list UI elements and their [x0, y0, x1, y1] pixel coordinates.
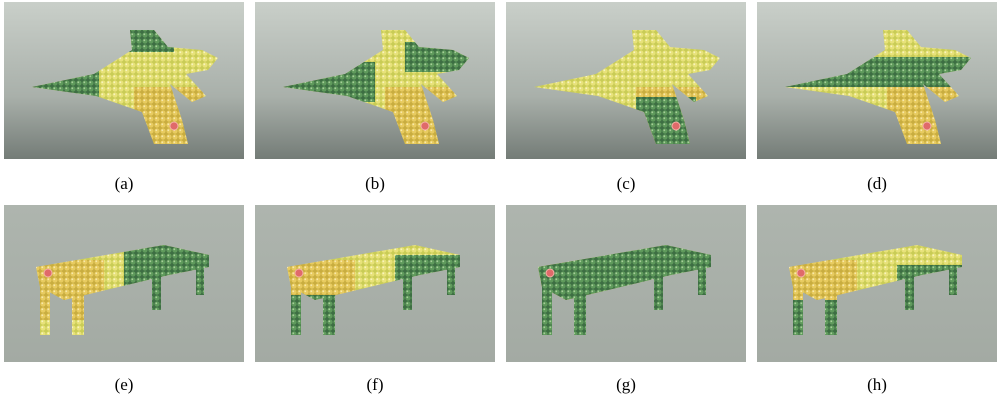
query-point: [546, 269, 554, 277]
panel-label: (c): [617, 174, 636, 193]
panel-label: (f): [367, 375, 384, 394]
panel-label: (h): [867, 375, 887, 394]
panel: [757, 2, 997, 159]
panel-label: (b): [365, 174, 385, 193]
query-point: [672, 122, 680, 130]
panel: [4, 205, 244, 362]
panel-label: (d): [867, 174, 887, 193]
query-point: [170, 122, 178, 130]
query-point: [44, 269, 52, 277]
panel: [506, 205, 746, 362]
panel: [4, 2, 244, 159]
panel: [255, 2, 495, 159]
panel: [757, 205, 997, 362]
query-point: [421, 122, 429, 130]
panel-label: (g): [616, 375, 636, 394]
panel-label: (a): [115, 174, 134, 193]
query-point: [797, 269, 805, 277]
panel: [506, 2, 746, 159]
query-point: [923, 122, 931, 130]
figure: (a) (b) (c) (d) (e) (f) (g) (h): [0, 0, 998, 404]
panel: [255, 205, 495, 362]
query-point: [295, 269, 303, 277]
panel-label: (e): [115, 375, 134, 394]
